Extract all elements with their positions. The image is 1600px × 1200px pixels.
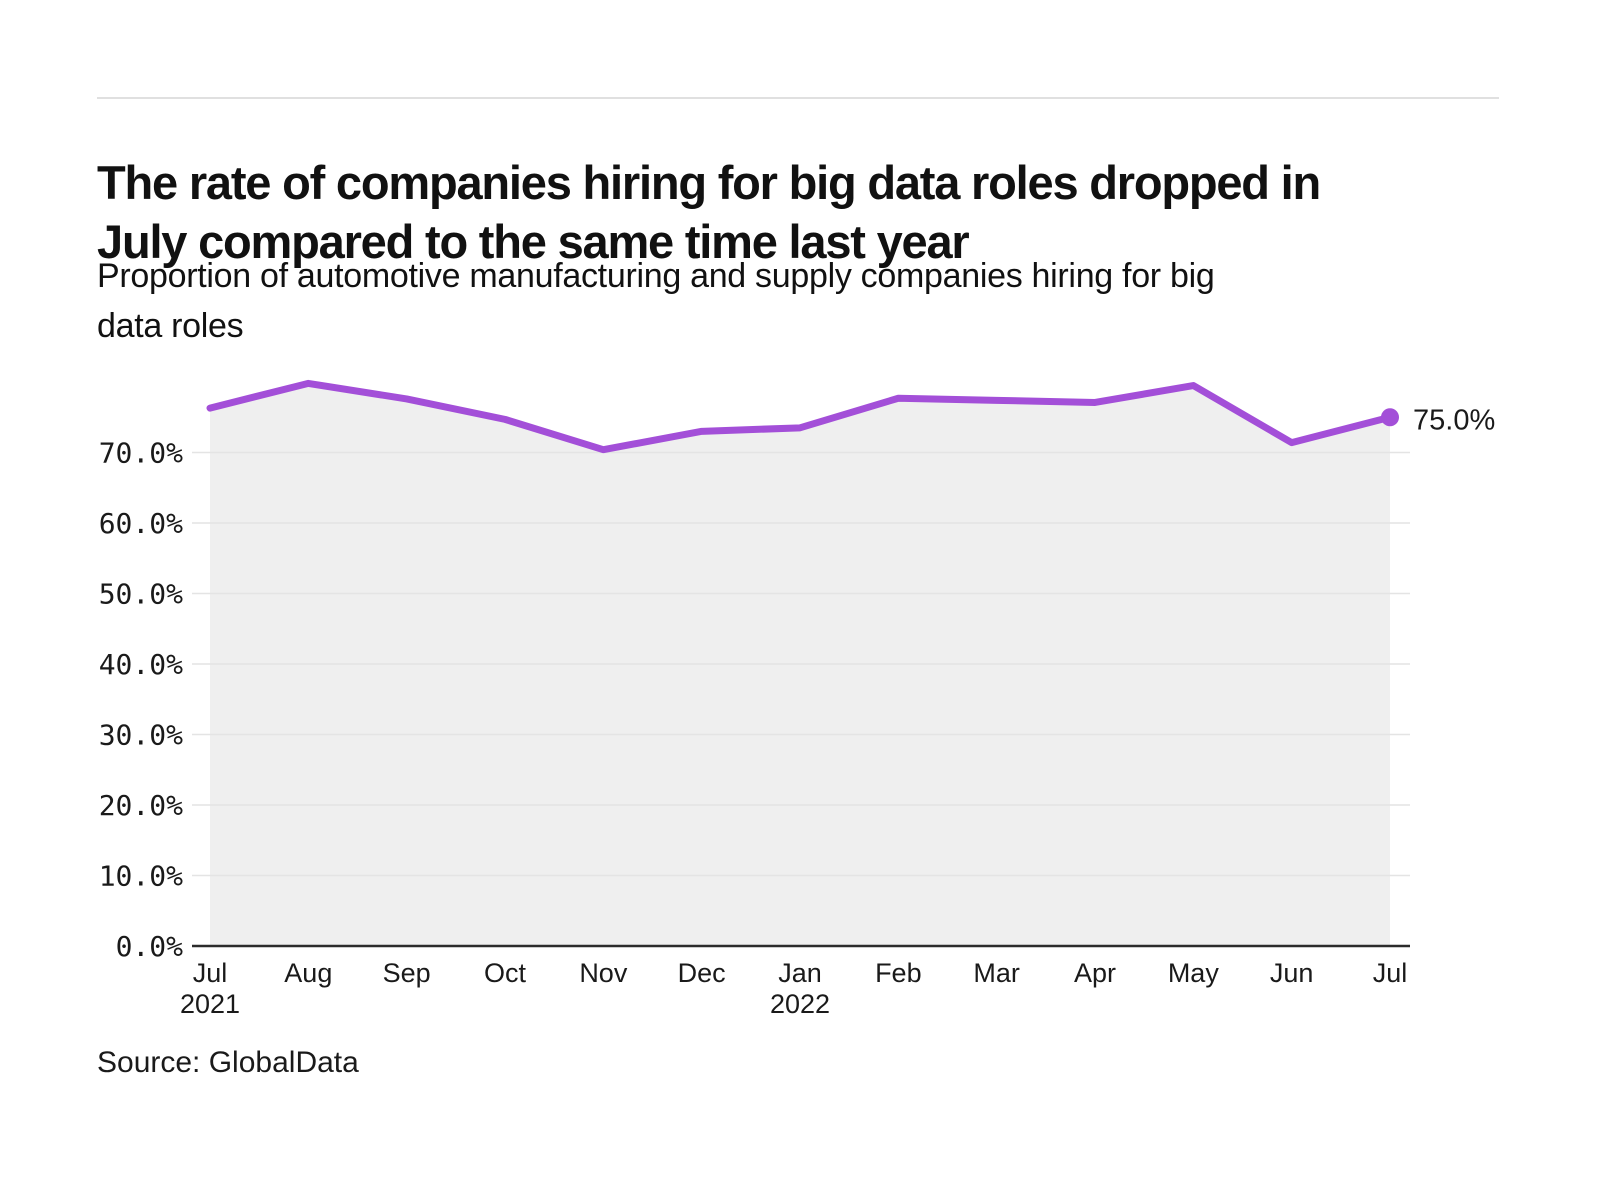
x-tick-label: May — [1168, 958, 1220, 988]
x-tick-label: Jan — [778, 958, 822, 988]
x-tick-label: Mar — [973, 958, 1020, 988]
y-tick-label: 60.0% — [99, 507, 183, 540]
end-point-marker — [1381, 408, 1399, 427]
x-tick-label: Feb — [875, 958, 922, 988]
subtitle-line-1: Proportion of automotive manufacturing a… — [97, 257, 1215, 295]
y-tick-label: 70.0% — [99, 436, 183, 469]
y-tick-label: 50.0% — [99, 577, 183, 610]
end-value-label: 75.0% — [1413, 404, 1495, 436]
x-year-label: 2021 — [180, 989, 240, 1019]
y-tick-label: 20.0% — [99, 789, 183, 822]
page-title: The rate of companies hiring for big dat… — [97, 153, 1517, 271]
x-tick-label: Jul — [193, 958, 228, 988]
x-tick-label: Sep — [383, 958, 431, 988]
title-line-1: The rate of companies hiring for big dat… — [97, 156, 1321, 210]
x-tick-label: Dec — [678, 958, 726, 988]
title-line-2: July compared to the same time last year — [97, 215, 970, 269]
y-tick-label: 40.0% — [99, 648, 183, 681]
y-tick-label: 10.0% — [99, 859, 183, 892]
x-year-label: 2022 — [770, 989, 830, 1019]
y-tick-label: 0.0% — [116, 930, 184, 963]
source-attribution: Source: GlobalData — [97, 1046, 359, 1079]
subtitle-line-2: data roles — [97, 307, 244, 345]
x-tick-label: Apr — [1074, 958, 1116, 988]
chart-subtitle: Proportion of automotive manufacturing a… — [97, 251, 1527, 351]
x-tick-label: Jun — [1270, 958, 1314, 988]
y-tick-label: 30.0% — [99, 718, 183, 751]
x-tick-label: Nov — [579, 958, 628, 988]
top-divider — [97, 97, 1499, 99]
x-tick-label: Jul — [1373, 958, 1408, 988]
x-tick-label: Aug — [284, 958, 332, 988]
trend-line — [206, 379, 1394, 454]
x-tick-label: Oct — [484, 958, 527, 988]
